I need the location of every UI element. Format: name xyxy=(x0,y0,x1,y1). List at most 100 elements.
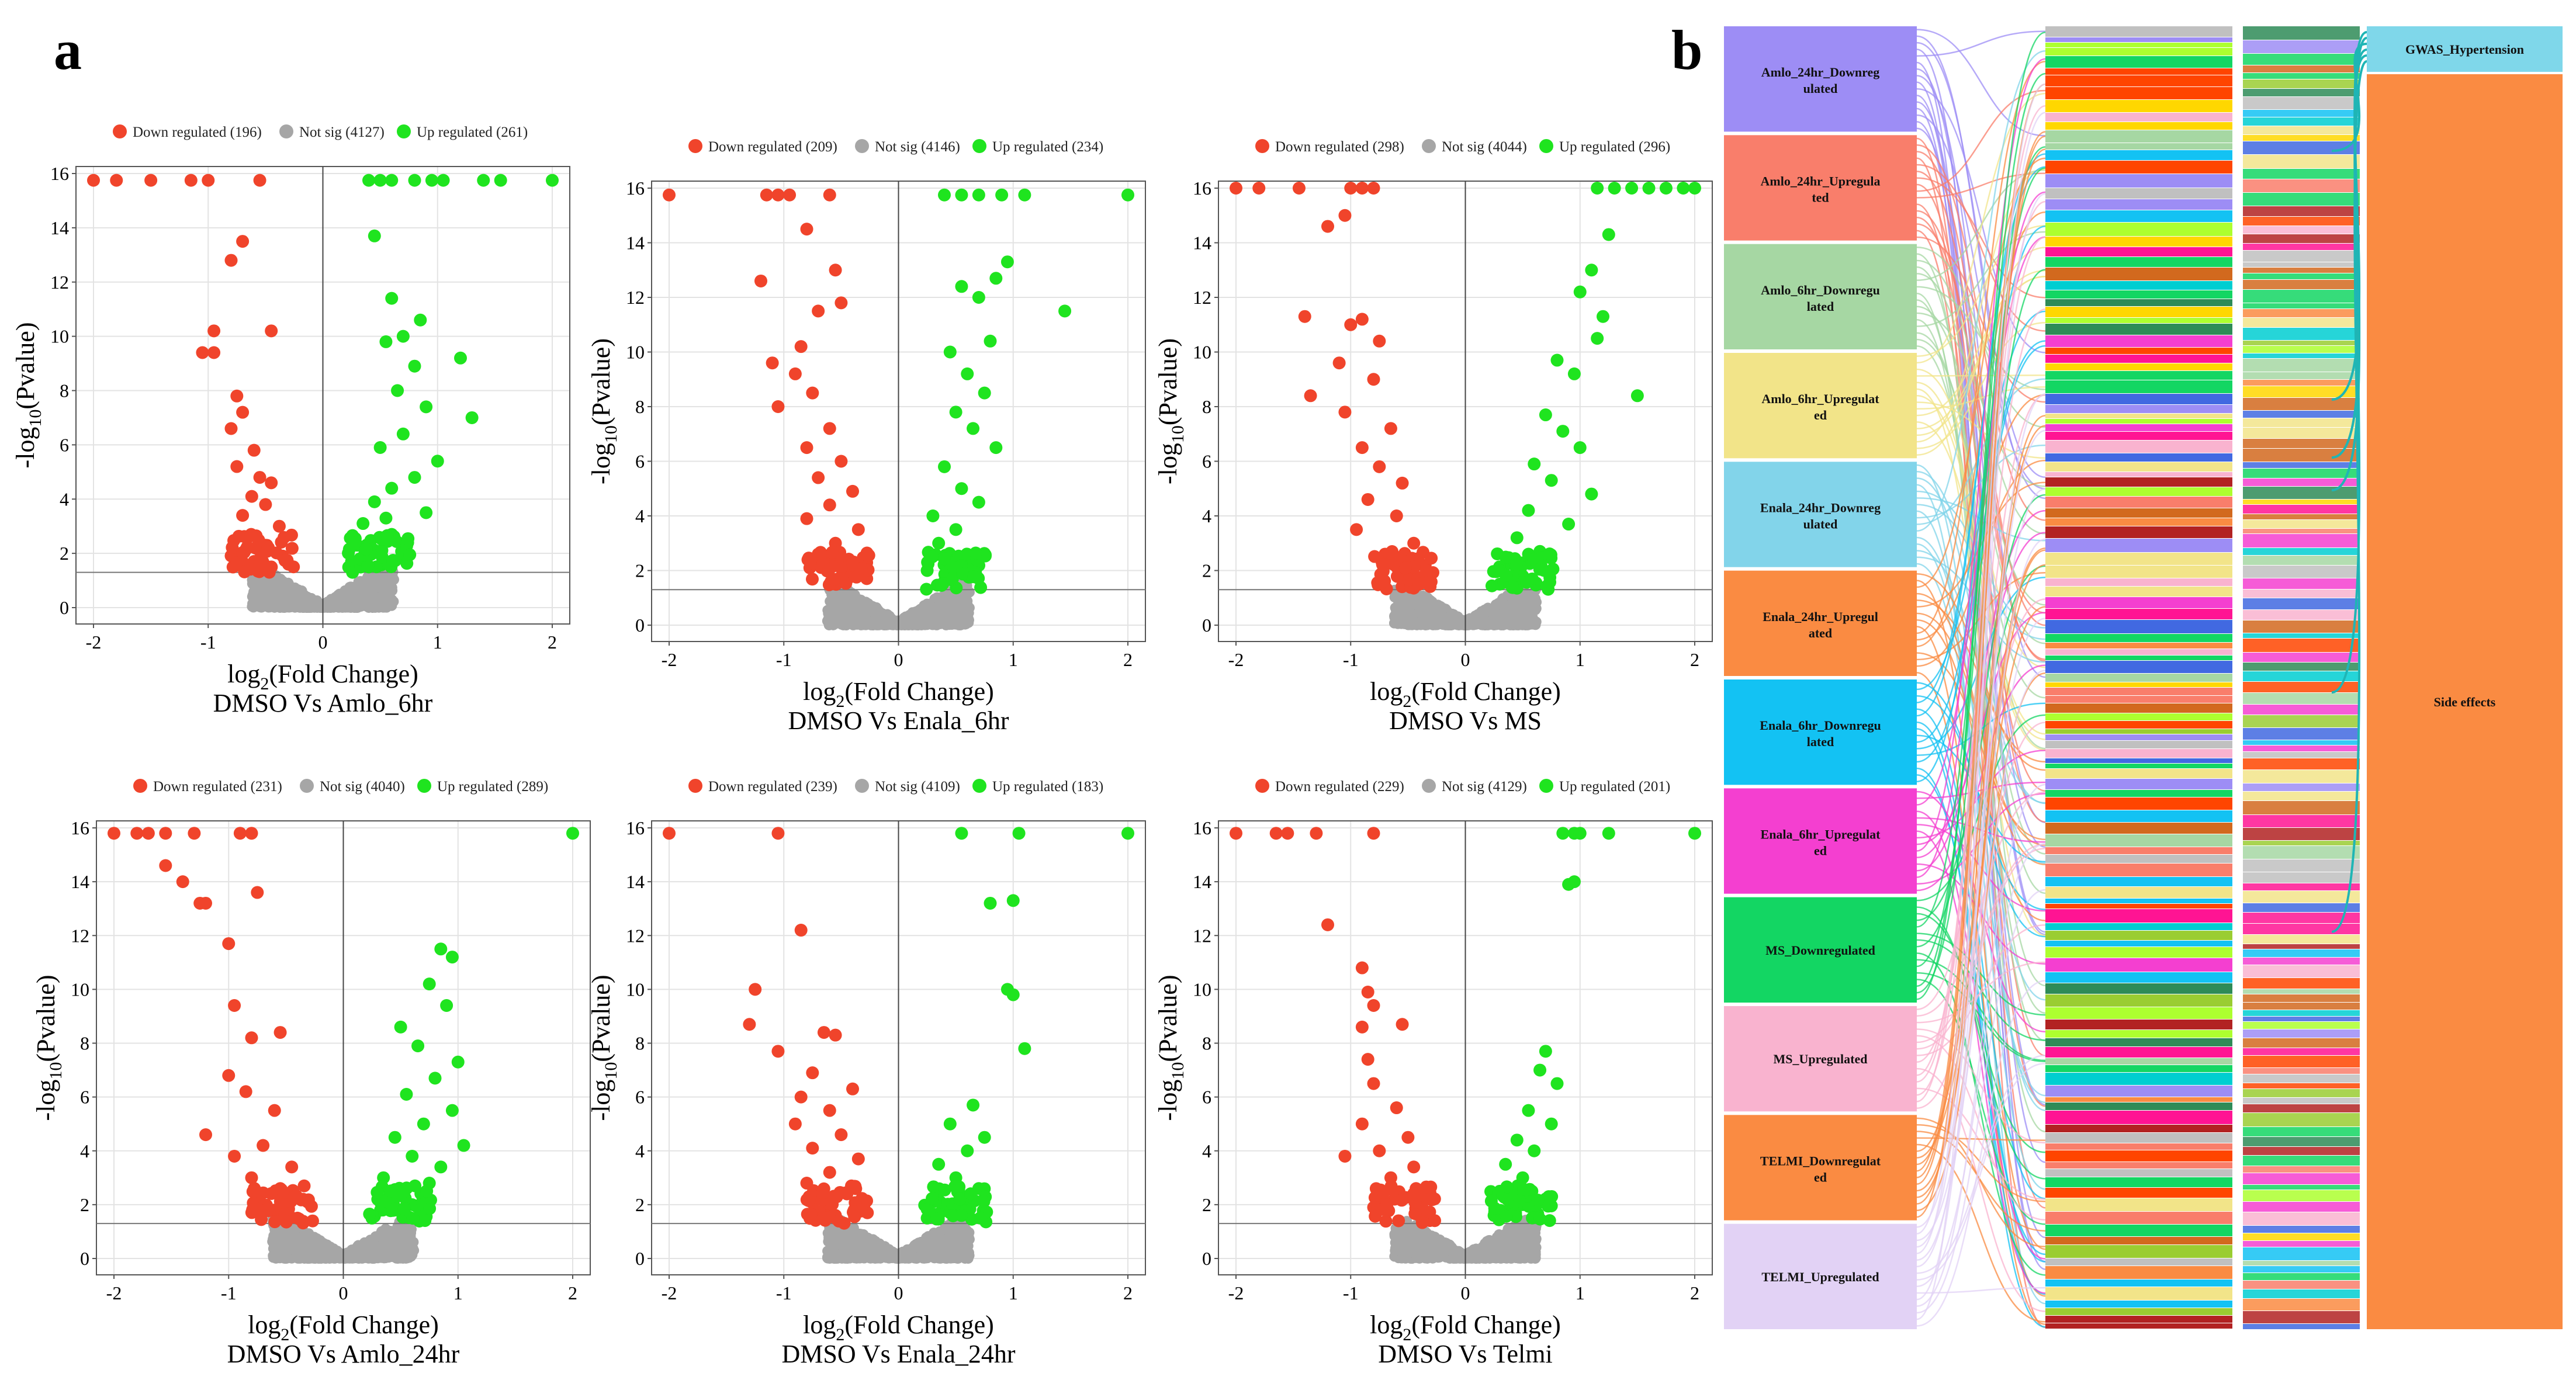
legend: Down regulated (231) Not sig (4040) Up reg… xyxy=(133,779,548,795)
down-point xyxy=(1350,523,1363,536)
down-point xyxy=(802,552,815,565)
legend-swatch-down xyxy=(688,139,702,153)
down-point xyxy=(1386,545,1399,559)
up-points xyxy=(918,827,1134,1229)
down-point xyxy=(239,1085,252,1098)
up-point xyxy=(417,1117,430,1131)
down-point xyxy=(199,896,212,910)
up-point xyxy=(394,1020,407,1034)
x-tick-label: 1 xyxy=(453,1282,463,1303)
notsig-point xyxy=(916,619,927,630)
down-point xyxy=(822,563,836,577)
down-point xyxy=(823,188,836,202)
y-tick-label: 6 xyxy=(60,434,69,455)
up-point xyxy=(926,509,940,522)
up-point xyxy=(1537,564,1550,577)
legend-label-up: Up regulated (289) xyxy=(437,779,548,795)
up-point xyxy=(408,359,421,373)
y-tick-label: 12 xyxy=(626,287,645,308)
down-point xyxy=(1344,182,1358,195)
down-point xyxy=(265,324,278,338)
down-point xyxy=(823,498,836,512)
up-point xyxy=(949,523,962,536)
up-point xyxy=(406,1212,420,1225)
down-points xyxy=(87,174,300,579)
notsig-point xyxy=(826,1249,837,1260)
notsig-point xyxy=(1497,608,1508,619)
up-point xyxy=(964,1187,977,1201)
y-tick-label: 4 xyxy=(60,488,69,509)
up-point xyxy=(566,827,579,840)
down-point xyxy=(1355,441,1369,455)
notsig-point xyxy=(1460,618,1471,629)
y-tick-label: 8 xyxy=(60,380,69,401)
y-axis-label: -log10(Pvalue) xyxy=(587,975,621,1121)
up-point xyxy=(1677,182,1690,195)
up-point xyxy=(949,405,962,419)
x-tick-label: 0 xyxy=(894,1282,903,1303)
notsig-point xyxy=(949,1253,960,1264)
up-point xyxy=(434,1160,448,1174)
chart-title: DMSO Vs Amlo_6hr xyxy=(213,689,433,717)
y-tick-label: 0 xyxy=(60,597,69,618)
up-point xyxy=(1121,188,1134,202)
up-point xyxy=(953,1192,967,1206)
up-point xyxy=(546,174,559,187)
up-point xyxy=(1499,550,1512,564)
notsig-point xyxy=(839,1251,850,1262)
y-tick-label: 0 xyxy=(1202,615,1211,636)
up-point xyxy=(362,174,375,187)
notsig-point xyxy=(1391,605,1402,616)
down-point xyxy=(800,1193,813,1206)
legend: Down regulated (298) Not sig (4044) Up reg… xyxy=(1255,139,1670,155)
down-point xyxy=(251,886,264,899)
x-tick-label: -2 xyxy=(86,632,102,653)
up-point xyxy=(1659,182,1673,195)
up-point xyxy=(943,345,957,359)
x-tick-label: 0 xyxy=(894,649,903,670)
y-tick-label: 14 xyxy=(626,871,645,892)
notsig-point xyxy=(285,601,296,612)
notsig-point xyxy=(290,1252,301,1263)
notsig-point xyxy=(939,606,950,618)
down-point xyxy=(141,827,155,840)
down-point xyxy=(289,1189,303,1202)
notsig-point xyxy=(867,606,878,618)
y-axis-label: -log10(Pvalue) xyxy=(1154,338,1187,484)
down-point xyxy=(236,235,250,248)
notsig-point xyxy=(297,599,309,610)
down-point xyxy=(1230,182,1242,195)
up-point xyxy=(418,1214,432,1228)
up-point xyxy=(425,174,438,187)
y-tick-label: 6 xyxy=(1202,451,1211,472)
up-point xyxy=(967,422,980,435)
up-point xyxy=(961,367,974,380)
down-point xyxy=(196,346,209,359)
up-point xyxy=(1058,304,1072,318)
notsig-point xyxy=(904,1252,915,1263)
x-tick-label: -1 xyxy=(776,649,792,670)
up-point xyxy=(403,548,417,561)
notsig-point xyxy=(840,1230,851,1242)
notsig-point xyxy=(1495,599,1507,610)
down-point xyxy=(1378,574,1391,588)
down-point xyxy=(1338,209,1352,222)
up-point xyxy=(1545,474,1558,487)
legend-swatch-notsig xyxy=(300,779,314,793)
up-point xyxy=(477,174,490,187)
up-point xyxy=(454,351,467,365)
chart-title: DMSO Vs Enala_6hr xyxy=(788,706,1009,735)
up-point xyxy=(938,188,951,202)
y-tick-label: 10 xyxy=(626,979,645,1000)
down-point xyxy=(766,356,779,370)
y-tick-label: 4 xyxy=(80,1140,89,1161)
chart-title: DMSO Vs Enala_24hr xyxy=(781,1340,1015,1368)
notsig-point xyxy=(1509,612,1521,623)
notsig-point xyxy=(932,592,943,603)
up-point xyxy=(385,292,399,305)
down-point xyxy=(794,924,808,937)
notsig-point xyxy=(847,619,858,630)
down-point xyxy=(302,1196,316,1209)
legend-label-up: Up regulated (183) xyxy=(992,779,1103,795)
